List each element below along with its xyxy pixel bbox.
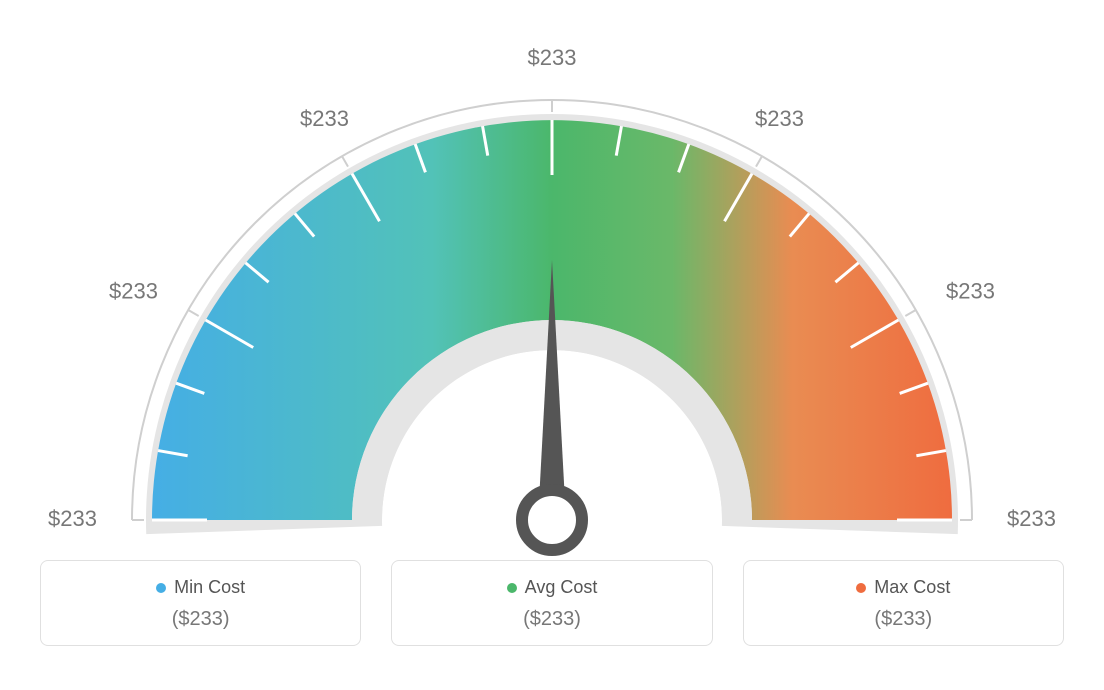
legend-label: Max Cost [874,577,950,598]
legend-value-min: ($233) [51,608,350,631]
legend-card-avg: Avg Cost ($233) [391,560,712,646]
dot-icon [156,583,166,593]
svg-text:$233: $233 [755,106,804,131]
gauge-chart: $233 $233 $233 $233 $233 $233 $233 [0,20,1104,560]
legend-value-avg: ($233) [402,608,701,631]
legend-card-max: Max Cost ($233) [743,560,1064,646]
dot-icon [507,583,517,593]
dot-icon [856,583,866,593]
legend-row: Min Cost ($233) Avg Cost ($233) Max Cost… [0,560,1104,646]
svg-text:$233: $233 [48,506,97,531]
legend-title-max: Max Cost [856,577,950,598]
svg-text:$233: $233 [109,279,158,304]
legend-label: Avg Cost [525,577,598,598]
legend-label: Min Cost [174,577,245,598]
legend-value-max: ($233) [754,608,1053,631]
cost-gauge-widget: $233 $233 $233 $233 $233 $233 $233 Min Cost ($… [0,0,1104,690]
legend-title-avg: Avg Cost [507,577,598,598]
svg-text:$233: $233 [528,45,577,70]
legend-card-min: Min Cost ($233) [40,560,361,646]
legend-title-min: Min Cost [156,577,245,598]
svg-text:$233: $233 [946,279,995,304]
svg-text:$233: $233 [1007,506,1056,531]
svg-text:$233: $233 [300,106,349,131]
gauge-svg: $233 $233 $233 $233 $233 $233 $233 [0,20,1104,560]
